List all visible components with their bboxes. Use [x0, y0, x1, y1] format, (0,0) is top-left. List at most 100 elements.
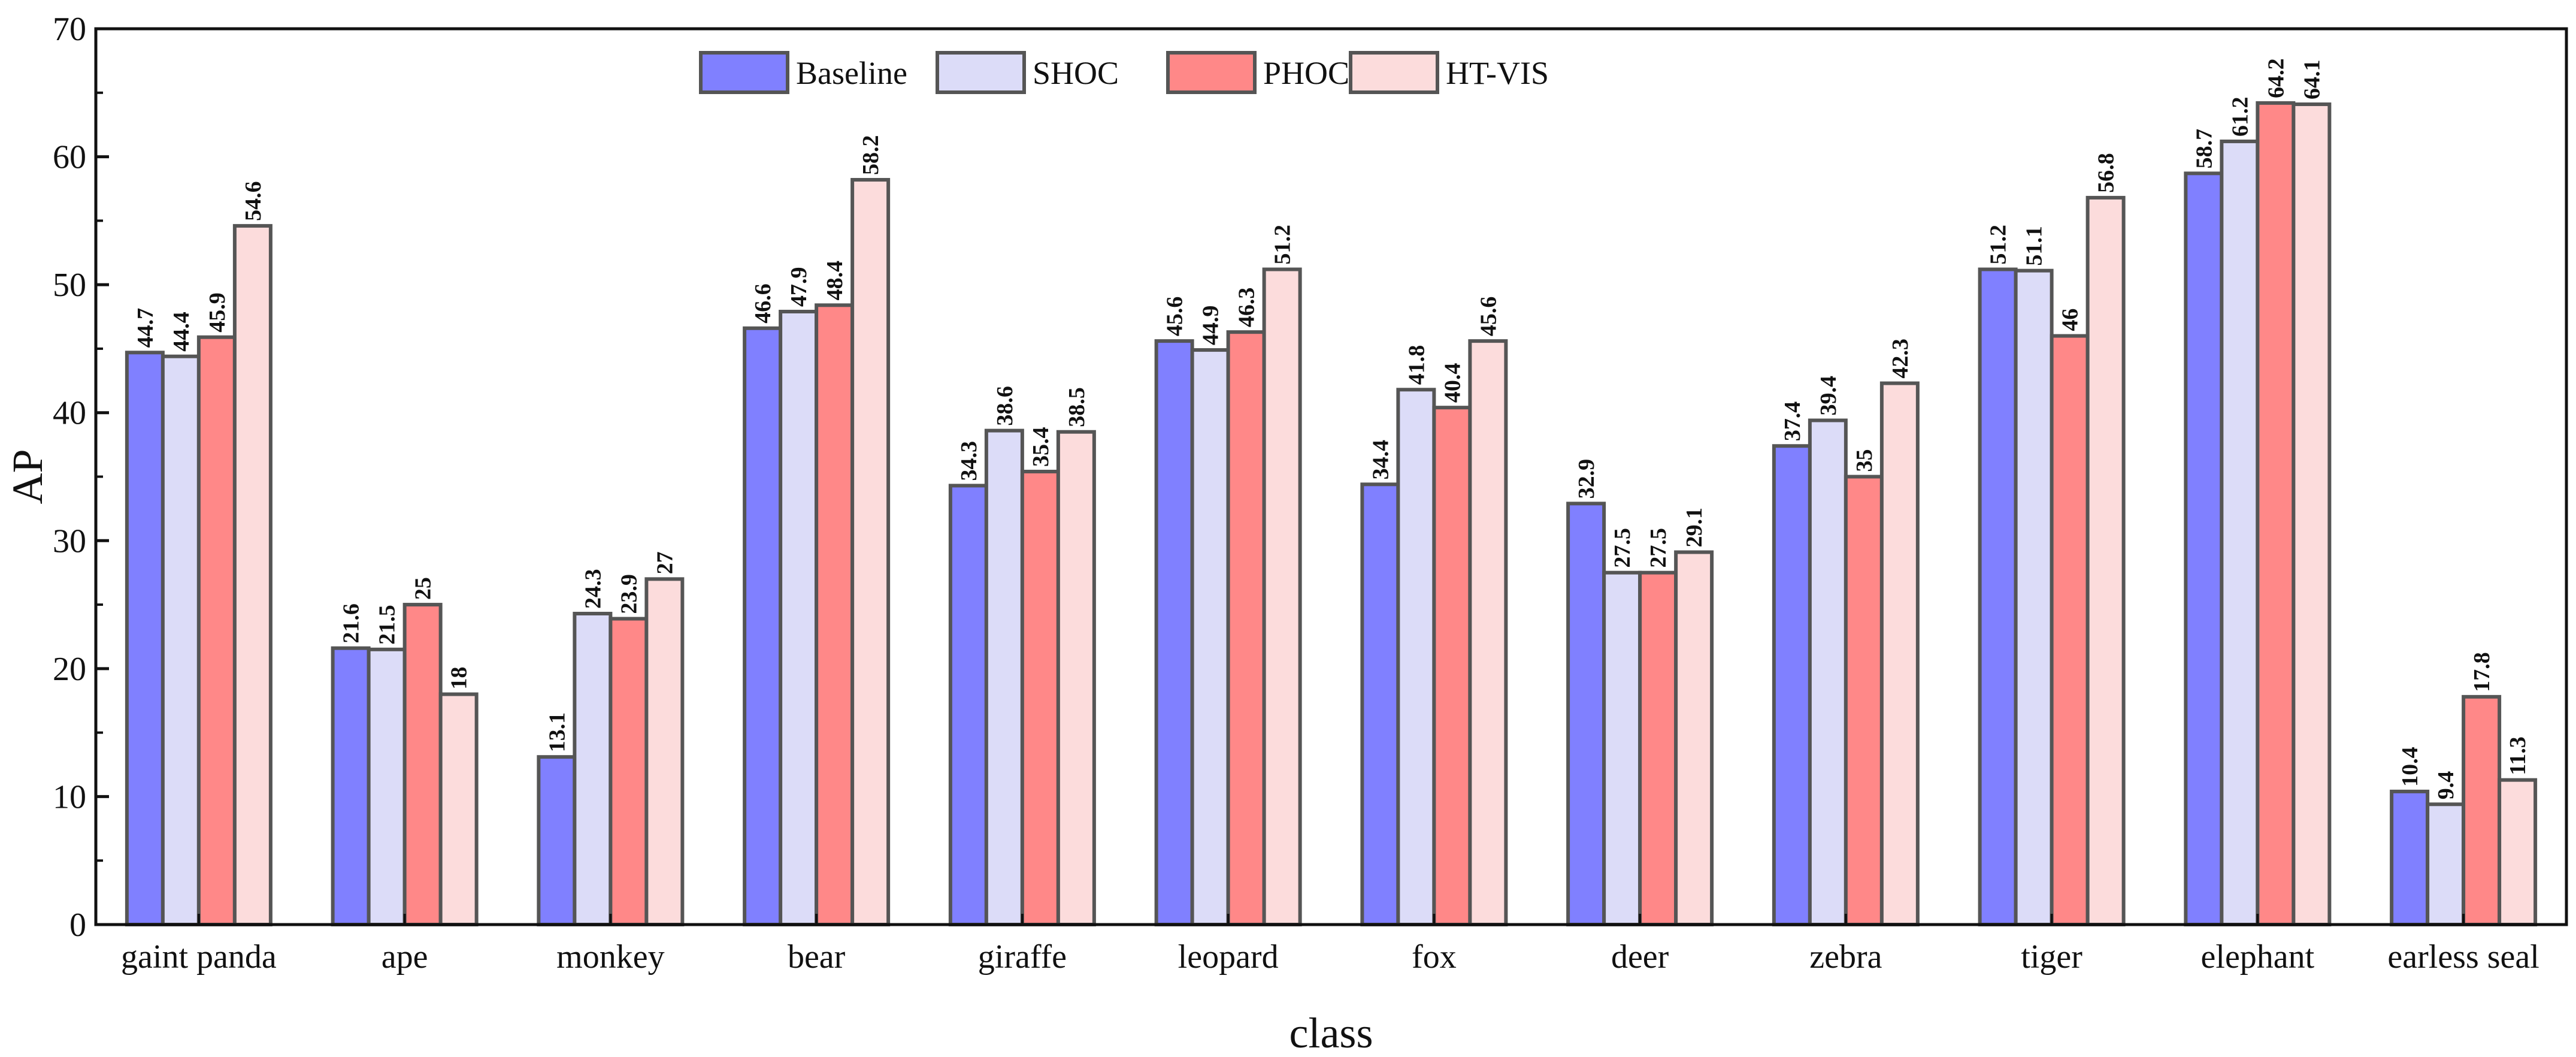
data-label: 10.4	[2398, 747, 2423, 787]
bar-phoc-ape	[402, 603, 443, 926]
data-label: 46.3	[1234, 288, 1260, 328]
data-label: 44.9	[1198, 306, 1224, 346]
y-tick-label: 70	[53, 11, 86, 48]
bar-phoc-zebra	[1844, 475, 1884, 926]
data-label: 48.4	[822, 261, 847, 301]
data-label: 56.8	[2094, 153, 2119, 193]
x-tick-label: elephant	[2201, 938, 2315, 976]
data-label: 35	[1852, 449, 1877, 472]
legend-label: Baseline	[796, 55, 907, 91]
bar-ht-vis-fox	[1468, 339, 1508, 926]
bar-ht-vis-deer	[1674, 550, 1714, 926]
data-label: 27	[652, 551, 677, 574]
bar-baseline-tiger	[1978, 267, 2018, 926]
data-label: 44.4	[169, 312, 194, 352]
bar-ht-vis-bear	[850, 178, 891, 926]
bar-shoc-elephant	[2220, 139, 2260, 926]
data-label: 13.1	[544, 712, 570, 753]
bar-baseline-fox	[1360, 482, 1400, 926]
x-tick-label: giraffe	[978, 938, 1067, 976]
bar-phoc-monkey	[609, 617, 649, 927]
data-label: 51.2	[1986, 225, 2011, 265]
x-axis: gaint panda ape monkey bear giraffe leopard fo…	[121, 914, 2539, 976]
bar-ht-vis-giraffe	[1056, 430, 1096, 926]
data-label: 47.9	[786, 267, 812, 307]
bar-phoc-fox	[1432, 406, 1472, 926]
data-label: 51.1	[2022, 226, 2047, 266]
bar-shoc-monkey	[573, 612, 613, 927]
y-axis: 0 10 20 30 40 50 60 70	[53, 11, 109, 944]
legend-swatch	[699, 51, 789, 94]
y-axis-title: AP	[4, 449, 52, 504]
value-labels-layer: 44.7 44.4 45.9 54.6 21.6 21.5 25 18 13.1 24.3 23.9…	[133, 58, 2530, 799]
bar-shoc-bear	[779, 309, 819, 926]
data-label: 35.4	[1028, 427, 1054, 467]
bar-shoc-tiger	[2014, 268, 2054, 926]
bar-shoc-deer	[1602, 570, 1642, 926]
bar-ht-vis-gaint-panda	[232, 224, 273, 926]
legend-label: SHOC	[1033, 55, 1119, 91]
legend-swatch	[936, 51, 1026, 94]
data-label: 21.6	[339, 603, 364, 644]
bar-shoc-zebra	[1808, 418, 1848, 926]
x-tick-label: gaint panda	[121, 938, 277, 976]
bar-phoc-bear	[815, 303, 855, 926]
data-label: 44.7	[133, 308, 158, 348]
data-label: 45.6	[1163, 297, 1188, 337]
bar-phoc-elephant	[2256, 101, 2296, 926]
bar-shoc-gaint-panda	[161, 354, 201, 926]
data-label: 41.8	[1404, 345, 1429, 385]
x-tick-label: deer	[1611, 938, 1669, 976]
bar-baseline-earless-seal	[2390, 789, 2430, 927]
bar-baseline-giraffe	[948, 484, 988, 926]
data-label: 38.5	[1064, 387, 1089, 427]
data-label: 58.2	[858, 135, 883, 176]
bars-layer	[125, 101, 2538, 927]
data-label: 11.3	[2505, 736, 2530, 775]
data-label: 51.2	[1270, 225, 1295, 265]
bar-shoc-ape	[367, 647, 407, 926]
bar-phoc-giraffe	[1020, 469, 1060, 926]
data-label: 34.3	[956, 441, 982, 481]
x-axis-title: class	[1289, 1009, 1373, 1057]
data-label: 25	[411, 577, 436, 600]
bar-phoc-earless-seal	[2462, 694, 2502, 927]
x-tick-label: bear	[788, 938, 846, 976]
y-tick-label: 40	[53, 395, 86, 432]
x-tick-label: fox	[1412, 938, 1457, 976]
bar-baseline-bear	[743, 326, 783, 926]
x-tick-label: zebra	[1809, 938, 1882, 976]
bar-shoc-earless-seal	[2426, 802, 2466, 926]
data-label: 27.5	[1646, 528, 1671, 568]
y-tick-label: 60	[53, 139, 86, 176]
bar-baseline-monkey	[537, 755, 577, 926]
bar-phoc-gaint-panda	[196, 335, 237, 926]
data-label: 29.1	[1682, 508, 1707, 548]
data-label: 21.5	[375, 605, 400, 645]
data-label: 34.4	[1368, 440, 1393, 480]
data-label: 64.2	[2263, 58, 2289, 98]
x-tick-label: monkey	[556, 938, 664, 976]
bar-baseline-elephant	[2184, 171, 2224, 927]
data-label: 58.7	[2191, 129, 2217, 169]
y-tick-label: 10	[53, 778, 86, 816]
x-tick-label: ape	[382, 938, 428, 976]
legend-swatch	[1349, 51, 1439, 94]
data-label: 23.9	[616, 574, 641, 614]
data-label: 37.4	[1780, 401, 1805, 442]
data-label: 61.2	[2227, 96, 2253, 137]
bar-phoc-leopard	[1226, 330, 1266, 926]
x-tick-label: leopard	[1178, 938, 1279, 976]
data-label: 27.5	[1610, 528, 1635, 568]
data-label: 64.1	[2299, 60, 2324, 100]
data-label: 46	[2058, 309, 2083, 331]
bar-ht-vis-ape	[438, 692, 479, 926]
bar-baseline-deer	[1566, 502, 1606, 926]
data-label: 18	[447, 667, 472, 690]
data-label: 40.4	[1440, 363, 1465, 403]
bar-shoc-leopard	[1190, 348, 1230, 926]
legend-label: PHOC	[1263, 55, 1349, 91]
bar-phoc-deer	[1638, 570, 1678, 926]
data-label: 32.9	[1574, 459, 1599, 499]
